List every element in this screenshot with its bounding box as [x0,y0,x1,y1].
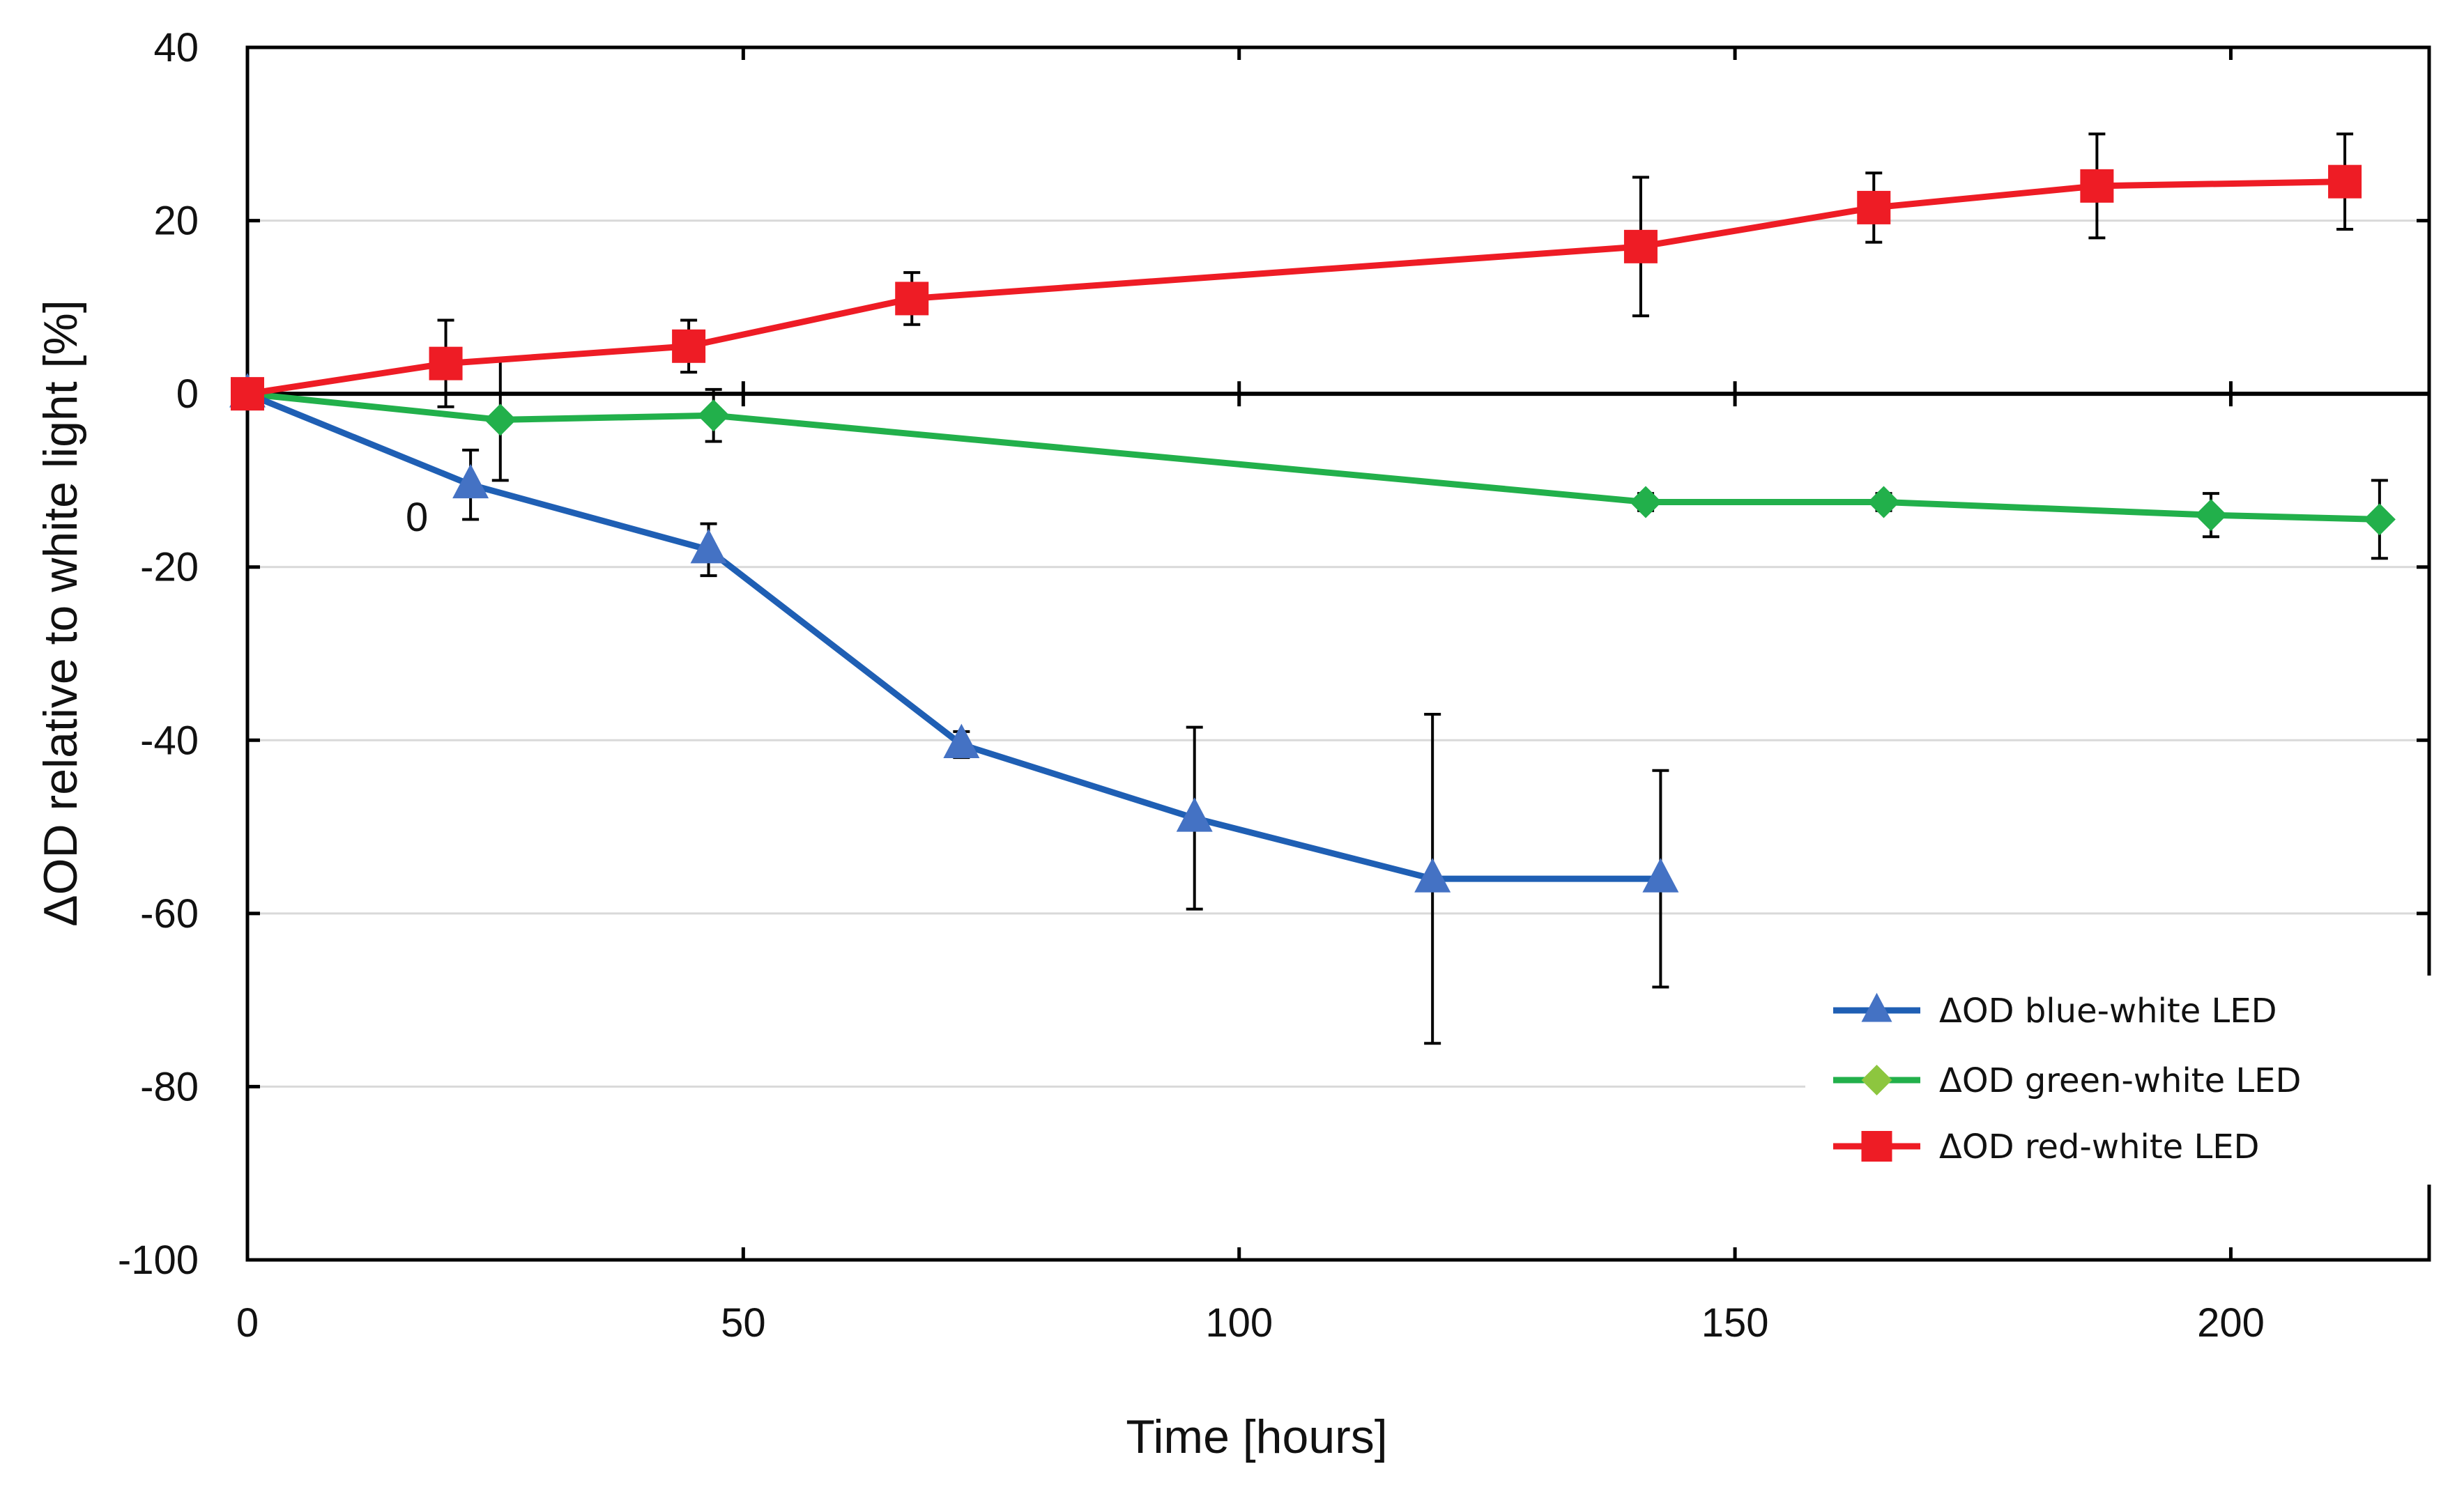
green-data-point [2195,499,2227,532]
blue-data-point [943,723,980,758]
series-blue [229,373,1679,1045]
x-tick-label: 150 [1701,1300,1769,1346]
legend-label-red: ΔOD red-white LED [1939,1127,2260,1166]
series-layer [229,132,2396,1045]
red-data-point [2328,164,2362,199]
blue-data-point [452,463,489,499]
red-data-point [895,282,929,316]
y-tick-label: -80 [140,1064,199,1109]
x-tick-label: 100 [1205,1300,1273,1346]
y-tick-label: 20 [153,199,199,244]
y-tick-label: 0 [176,371,199,417]
blue-data-point [690,528,727,564]
plot-area-frame [245,45,2431,1262]
legend: ΔOD blue-white LED ΔOD green-white LED ΔOD… [1805,976,2433,1185]
green-data-point [1867,486,1900,518]
legend-label-blue: ΔOD blue-white LED [1939,992,2277,1031]
y-tick-label: -100 [118,1238,199,1283]
series-green [231,357,2396,560]
x-axis-title: Time [hours] [1126,1410,1387,1463]
legend-marker-green [1861,1065,1892,1095]
blue-data-point [1642,858,1679,893]
annotation-zero: 0 [406,495,428,540]
green-data-point [484,403,516,436]
red-series-line [247,178,2346,397]
legend-marker-red [1861,1131,1892,1162]
green-data-point [697,399,730,432]
blue-series-line [246,390,1661,882]
x-tick-label: 200 [2197,1300,2265,1346]
y-tick-label: 40 [153,25,199,70]
y-tick-label: -20 [140,545,199,590]
legend-label-green: ΔOD green-white LED [1939,1061,2301,1100]
series-red [231,132,2362,411]
red-data-point [1623,229,1658,263]
grid-lines [247,220,2429,1088]
blue-data-point [1414,858,1451,893]
red-data-point [231,377,264,411]
green-series-line [247,390,2380,523]
legend-marker-blue [1861,992,1892,1022]
y-tick-label: -40 [140,718,199,763]
red-data-point [672,329,706,363]
x-tick-label: 50 [721,1300,766,1346]
y-tick-label: -60 [140,891,199,937]
x-tick-label: 0 [236,1300,259,1346]
green-data-point [1630,486,1662,518]
green-data-point [2363,503,2396,536]
red-data-point [429,346,463,380]
red-data-point [1857,190,1891,224]
blue-data-point [1176,797,1213,832]
y-axis-title: ΔOD relative to white light [%] [34,300,87,927]
red-data-point [2080,169,2114,203]
